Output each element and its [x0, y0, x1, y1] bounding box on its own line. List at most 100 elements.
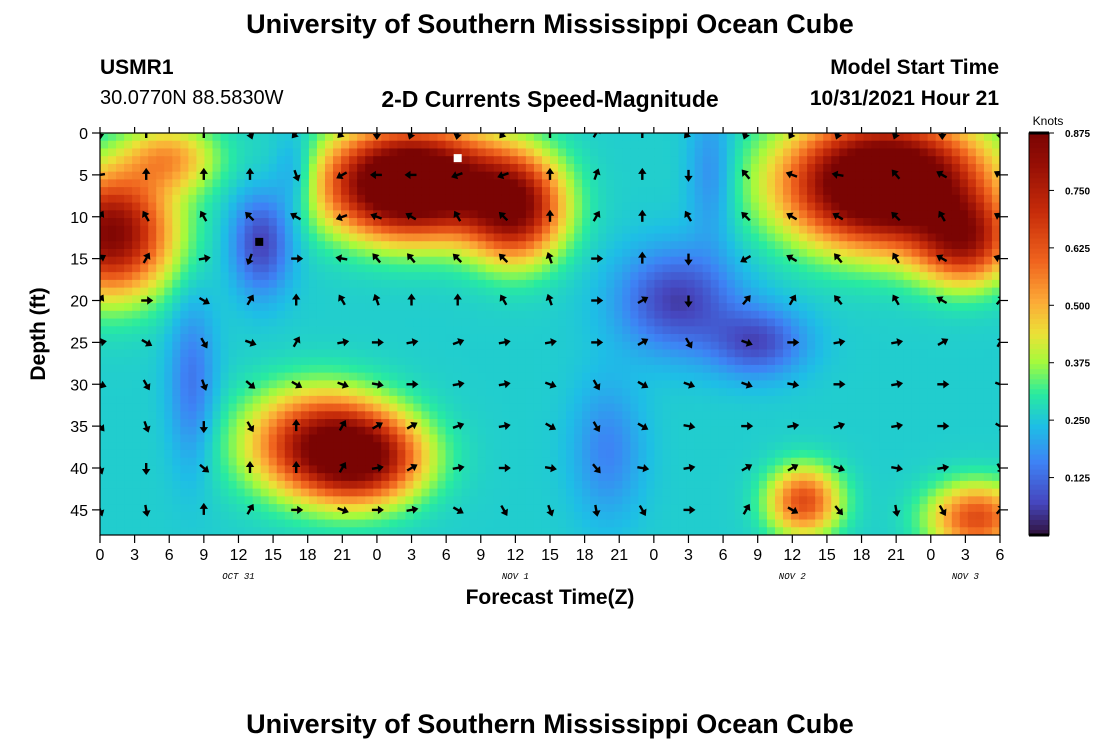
heatmap-cell — [164, 419, 173, 428]
heatmap-cell — [791, 225, 800, 235]
heatmap-cell — [260, 233, 270, 242]
heatmap-cell — [461, 426, 471, 436]
heatmap-cell — [662, 364, 672, 374]
heatmap-cell — [108, 403, 117, 412]
heatmap-cell — [662, 272, 672, 281]
heatmap-cell — [453, 225, 463, 235]
heatmap-cell — [799, 241, 808, 250]
heatmap-cell — [124, 303, 133, 312]
heatmap-cell — [807, 272, 816, 281]
heatmap-cell — [614, 349, 623, 358]
heatmap-cell — [389, 334, 398, 343]
heatmap-cell — [252, 457, 262, 467]
heatmap-cell — [783, 279, 792, 289]
heatmap-cell — [807, 473, 816, 482]
heatmap-cell — [365, 140, 374, 150]
heatmap-cell — [702, 295, 712, 304]
heatmap-cell — [413, 248, 423, 258]
heatmap-cell — [228, 426, 238, 436]
heatmap-cell — [140, 233, 149, 242]
heatmap-cell — [485, 140, 495, 150]
heatmap-cell — [236, 411, 246, 420]
heatmap-cell — [284, 163, 294, 173]
heatmap-cell — [783, 140, 792, 150]
heatmap-cell — [686, 303, 696, 312]
heatmap-cell — [590, 496, 599, 505]
heatmap-cell — [413, 388, 423, 397]
heatmap-cell — [775, 357, 784, 366]
heatmap-cell — [525, 194, 535, 204]
heatmap-cell — [726, 488, 736, 497]
heatmap-cell — [445, 504, 455, 513]
heatmap-cell — [405, 395, 414, 405]
heatmap-cell — [252, 426, 262, 436]
heatmap-cell — [815, 372, 824, 381]
heatmap-cell — [590, 179, 599, 188]
heatmap-cell — [461, 241, 471, 250]
heatmap-cell — [325, 380, 334, 389]
heatmap-cell — [694, 465, 704, 474]
heatmap-cell — [493, 341, 503, 351]
heatmap-cell — [574, 364, 583, 374]
heatmap-cell — [116, 380, 125, 389]
heatmap-cell — [541, 511, 551, 521]
heatmap-cell — [333, 241, 342, 250]
heatmap-cell — [204, 488, 214, 497]
heatmap-cell — [574, 388, 583, 397]
heatmap-cell — [710, 318, 720, 327]
heatmap-cell — [598, 434, 607, 443]
heatmap-cell — [284, 272, 294, 281]
heatmap-cell — [550, 334, 559, 343]
heatmap-cell — [108, 341, 117, 351]
heatmap-cell — [292, 511, 302, 521]
heatmap-cell — [260, 272, 270, 281]
heatmap-cell — [574, 256, 583, 266]
heatmap-cell — [148, 148, 157, 157]
heatmap-cell — [525, 225, 535, 235]
heatmap-cell — [373, 334, 382, 343]
heatmap-cell — [325, 449, 334, 459]
heatmap-cell — [188, 156, 198, 165]
heatmap-cell — [437, 272, 447, 281]
heatmap-cell — [606, 148, 615, 157]
heatmap-cell — [622, 465, 631, 474]
heatmap-cell — [590, 519, 599, 528]
heatmap-cell — [268, 256, 278, 266]
heatmap-cell — [847, 349, 856, 358]
heatmap-cell — [662, 426, 672, 436]
heatmap-cell — [791, 511, 800, 521]
heatmap-cell — [766, 496, 776, 505]
heatmap-cell — [100, 318, 109, 327]
heatmap-cell — [654, 295, 664, 304]
heatmap-cell — [365, 519, 374, 528]
heatmap-cell — [477, 341, 487, 351]
heatmap-cell — [517, 179, 527, 188]
heatmap-cell — [638, 511, 648, 521]
heatmap-cell — [847, 519, 856, 528]
heatmap-cell — [662, 395, 672, 405]
heatmap-cell — [750, 480, 760, 490]
heatmap-cell — [863, 403, 873, 412]
heatmap-cell — [164, 380, 173, 389]
heatmap-cell — [405, 310, 414, 320]
heatmap-cell — [164, 442, 173, 451]
heatmap-cell — [823, 326, 832, 335]
heatmap-cell — [292, 194, 302, 204]
heatmap-cell — [140, 349, 149, 358]
heatmap-cell — [228, 380, 238, 389]
heatmap-cell — [855, 279, 864, 289]
heatmap-cell — [389, 380, 398, 389]
heatmap-cell — [533, 148, 543, 157]
heatmap-cell — [525, 496, 535, 505]
heatmap-cell — [341, 457, 350, 467]
heatmap-cell — [638, 449, 648, 459]
heatmap-cell — [566, 334, 575, 343]
heatmap-cell — [847, 133, 856, 142]
heatmap-cell — [525, 148, 535, 157]
heatmap-cell — [156, 318, 165, 327]
heatmap-cell — [389, 194, 398, 204]
heatmap-cell — [758, 488, 768, 497]
heatmap-cell — [308, 419, 318, 428]
heatmap-cell — [863, 256, 873, 266]
heatmap-cell — [236, 233, 246, 242]
